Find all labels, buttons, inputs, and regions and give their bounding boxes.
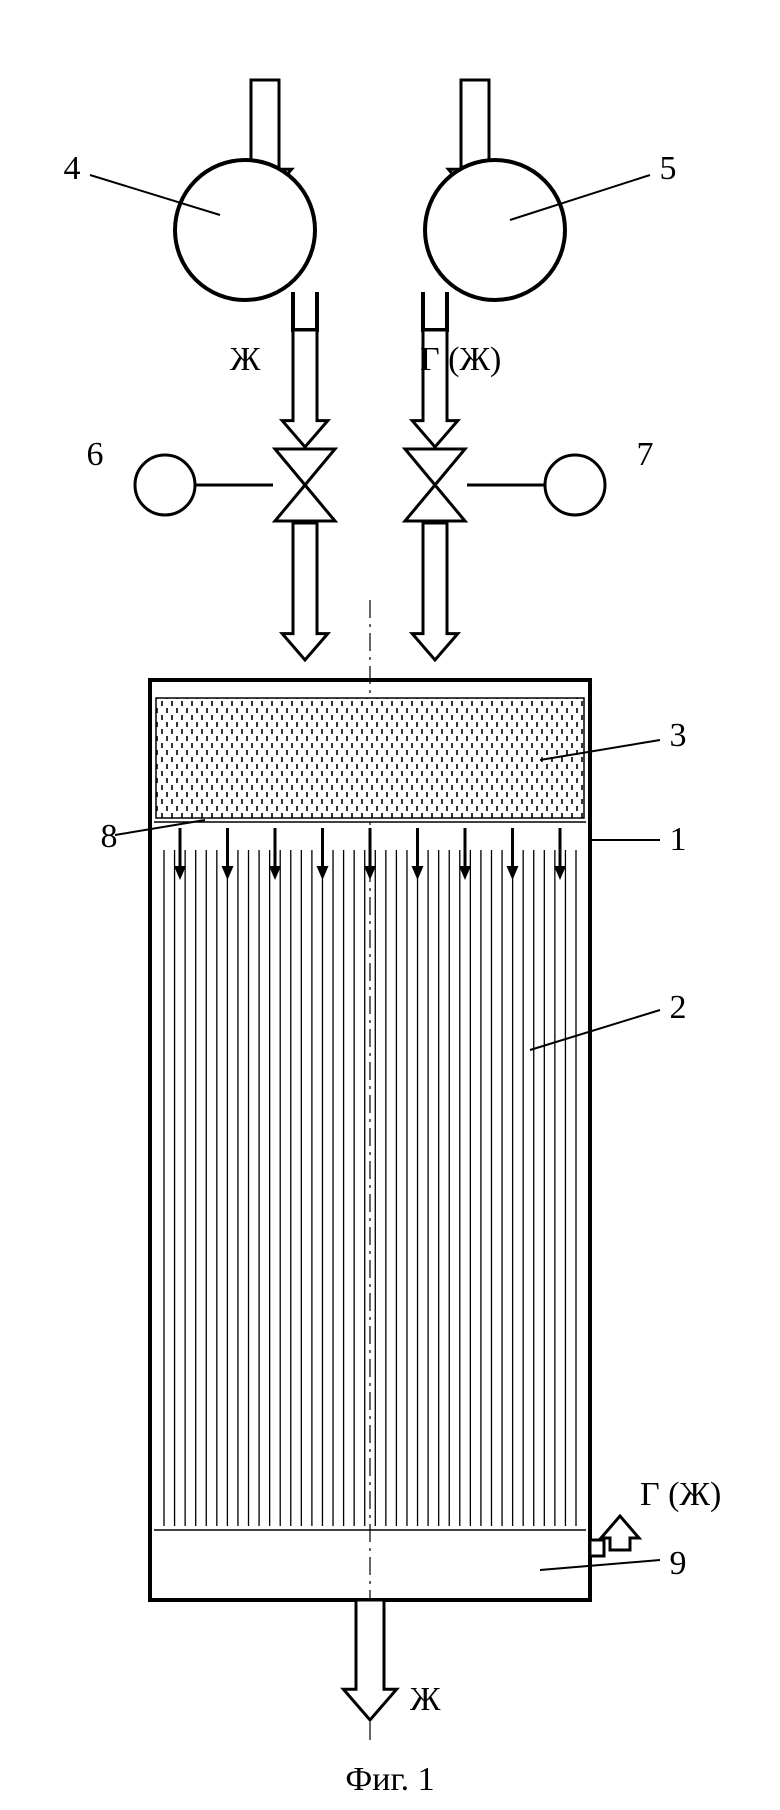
feed-arrow-left-upper xyxy=(282,330,328,447)
distributor-arrowhead xyxy=(174,866,186,880)
sensor-left xyxy=(135,455,195,515)
side-nozzle xyxy=(590,1540,604,1556)
figure-svg: Ж Г (Ж) Ж Г (Ж) 4 5 6 7 3 1 8 2 9 Фиг. 1 xyxy=(0,0,780,1810)
bottom-outlet-arrow xyxy=(343,1600,396,1720)
callout-6-label: 6 xyxy=(87,436,104,473)
pump-right-neck xyxy=(423,292,447,330)
valve-right-bot xyxy=(405,485,465,521)
distributor-arrowhead xyxy=(317,866,329,880)
pump-right xyxy=(425,160,565,300)
valve-right-top xyxy=(405,449,465,485)
distributor-arrowhead xyxy=(222,866,234,880)
feed-arrow-left-lower xyxy=(282,523,328,660)
callout-5-label: 5 xyxy=(660,150,677,187)
pump-left xyxy=(175,160,315,300)
callout-9-leader xyxy=(540,1560,660,1570)
flow-label-side: Г (Ж) xyxy=(640,1476,721,1513)
sensor-right xyxy=(545,455,605,515)
figure-caption: Фиг. 1 xyxy=(345,1761,434,1798)
flow-label-bottom: Ж xyxy=(410,1681,441,1718)
callout-8-label: 8 xyxy=(101,818,118,855)
mixing-zone xyxy=(156,698,584,818)
callout-9-label: 9 xyxy=(670,1545,687,1582)
pump-left-neck xyxy=(293,292,317,330)
feed-arrow-right-lower xyxy=(412,523,458,660)
distributor-arrowhead xyxy=(554,866,566,880)
distributor-arrowhead xyxy=(364,866,376,880)
flow-label-right: Г (Ж) xyxy=(420,341,501,378)
side-outlet-arrow xyxy=(601,1516,639,1550)
distributor-arrowhead xyxy=(412,866,424,880)
callout-7-label: 7 xyxy=(637,436,654,473)
valve-left-bot xyxy=(275,485,335,521)
distributor-arrowhead xyxy=(507,866,519,880)
callout-4-label: 4 xyxy=(64,150,81,187)
flow-label-left: Ж xyxy=(230,341,261,378)
callout-2-leader xyxy=(530,1010,660,1050)
valve-left-top xyxy=(275,449,335,485)
distributor-arrowhead xyxy=(459,866,471,880)
callout-1-label: 1 xyxy=(670,821,687,858)
distributor-arrowhead xyxy=(269,866,281,880)
callout-3-label: 3 xyxy=(670,717,687,754)
callout-2-label: 2 xyxy=(670,989,687,1026)
